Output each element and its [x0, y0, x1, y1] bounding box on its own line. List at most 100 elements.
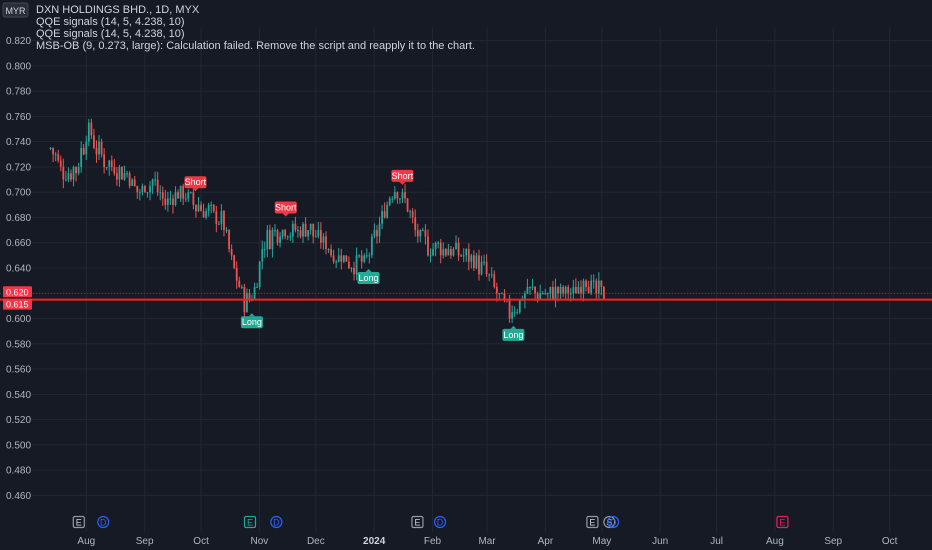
candle-body: [360, 255, 363, 262]
candle-body: [141, 185, 144, 193]
event-marker-e[interactable]: E: [776, 515, 789, 529]
event-marker-d[interactable]: D: [270, 515, 283, 529]
candle-body: [488, 274, 491, 276]
candle-body: [490, 274, 493, 276]
candle-body: [187, 192, 190, 199]
candle-body: [337, 255, 340, 262]
candle-body: [263, 249, 266, 251]
candle-body: [261, 249, 264, 262]
candle-body: [268, 230, 271, 250]
price-tags: 0.620 0.615: [3, 286, 32, 310]
legend-indicator-3: MSB-OB (9, 0.273, large): Calculation fa…: [36, 40, 475, 52]
candle-body: [472, 255, 475, 268]
candle-body: [557, 286, 559, 294]
candle-body: [312, 223, 315, 237]
candle-body: [258, 261, 261, 287]
price-line: [0, 292, 932, 301]
candle-body: [419, 230, 422, 237]
event-marker-label: D: [437, 518, 444, 528]
candle-body: [386, 204, 389, 218]
candle-body: [363, 255, 366, 262]
candle-body: [452, 249, 455, 256]
candle-body: [345, 255, 348, 262]
candle-body: [202, 211, 205, 218]
y-tick-label: 0.500: [6, 440, 31, 451]
candle-body: [115, 173, 118, 180]
y-axis: 0.820 0.800 0.780 0.760 0.740 0.720 0.700 0.680…: [6, 36, 31, 502]
price-tag-label: 0.620: [6, 287, 29, 297]
y-tick-label: 0.780: [6, 87, 31, 98]
candle-body: [388, 198, 391, 205]
earnings-marker-icon: [776, 515, 789, 529]
event-marker-label: E: [247, 518, 253, 528]
candle-body: [508, 299, 511, 319]
candle-body: [475, 255, 478, 268]
candle-body: [501, 293, 503, 295]
candle-body: [212, 204, 215, 212]
candle-body: [350, 268, 353, 269]
y-tick-label: 0.600: [6, 314, 31, 325]
y-tick-label: 0.480: [6, 466, 31, 477]
candle-body: [539, 293, 542, 300]
candle-body: [429, 255, 432, 257]
x-tick-label: Feb: [424, 536, 442, 547]
candle-body: [49, 148, 52, 149]
candle-body: [317, 230, 320, 237]
candle-body: [549, 286, 552, 294]
candle-body: [100, 141, 103, 155]
candle-body: [179, 185, 182, 199]
candle-body: [146, 192, 149, 194]
y-tick-label: 0.820: [6, 36, 31, 47]
y-tick-label: 0.640: [6, 264, 31, 275]
event-marker-e[interactable]: E: [411, 515, 424, 529]
currency-badge[interactable]: [2, 2, 29, 18]
signal-short-label: Short: [275, 202, 297, 212]
event-marker-e[interactable]: E: [243, 515, 257, 529]
candle-body: [72, 166, 75, 180]
event-marker-d[interactable]: D: [433, 515, 447, 529]
y-tick-label: 0.680: [6, 213, 31, 224]
price-tag: [3, 298, 32, 310]
candle-body: [233, 255, 236, 268]
candle-body: [330, 249, 332, 256]
candle-body: [266, 230, 269, 250]
signal-long-label: Long: [242, 317, 262, 327]
event-marker-s[interactable]: S: [603, 515, 616, 529]
signal-short-label: Short: [392, 171, 414, 181]
candle-body: [597, 280, 600, 294]
candle-body: [118, 166, 121, 180]
candle-body: [248, 293, 251, 300]
candle-body: [416, 230, 419, 237]
y-tick-label: 0.700: [6, 188, 31, 199]
x-tick-label: Sep: [136, 536, 154, 547]
event-marker-d[interactable]: D: [607, 515, 620, 529]
signal-short-box: [274, 201, 297, 214]
candle-body: [587, 286, 590, 294]
event-marker-d[interactable]: D: [97, 515, 110, 529]
x-tick-label: Aug: [766, 536, 784, 547]
y-tick-label: 0.660: [6, 238, 31, 249]
candle-body: [299, 230, 302, 237]
candle-body: [444, 249, 447, 256]
candle-body: [409, 211, 412, 213]
candle-body: [77, 166, 80, 174]
candle-body: [373, 230, 376, 237]
event-marker-label: D: [100, 518, 107, 528]
event-marker-e[interactable]: E: [586, 515, 599, 529]
candle-body: [582, 280, 585, 294]
candle-body: [87, 122, 90, 142]
event-marker-e[interactable]: E: [72, 515, 85, 529]
dividend-marker-icon: [270, 515, 283, 529]
candle-body: [98, 141, 100, 155]
candle-body: [529, 286, 531, 288]
signal-labels: Short Short Short Long Long Long: [184, 169, 525, 341]
candle-body: [108, 160, 111, 167]
candle-body: [569, 293, 572, 295]
candle-body: [80, 148, 83, 167]
candle-body: [567, 286, 570, 294]
candle-body: [289, 236, 292, 238]
candle-body: [325, 236, 327, 250]
candle-body: [189, 192, 192, 194]
